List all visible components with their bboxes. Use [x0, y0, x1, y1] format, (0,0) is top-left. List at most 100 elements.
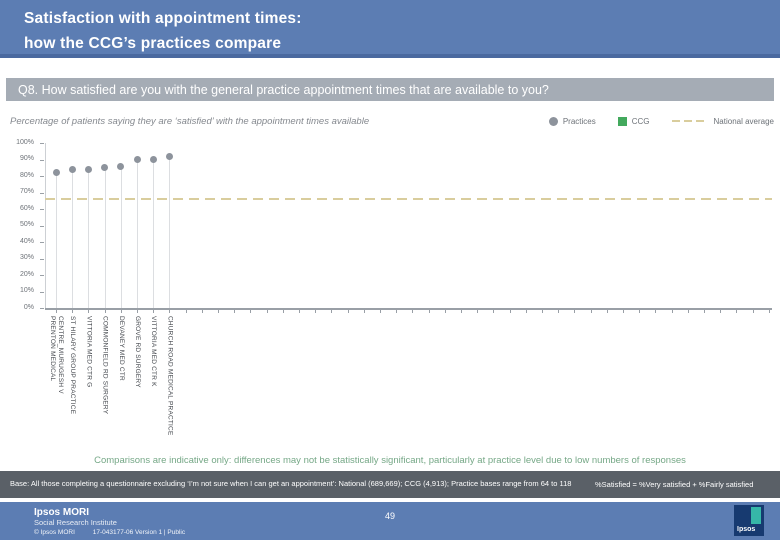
y-axis-tick-label: 20%: [19, 270, 34, 278]
y-axis-tick-label: 30%: [19, 254, 34, 261]
x-axis-tick-mark: [720, 310, 722, 313]
x-axis-tick-mark: [347, 310, 349, 313]
x-axis-tick-mark: [493, 310, 495, 313]
x-axis-tick-mark: [380, 310, 381, 313]
x-axis-label: ST HILARY GROUP PRACTICE: [69, 316, 77, 415]
x-axis-label: COMMONFIELD RD SURGERY: [101, 316, 109, 415]
x-axis-tick-mark: [574, 310, 576, 313]
x-axis-label: GROVE RD SURGERY: [134, 316, 141, 388]
practice-data-point: [52, 169, 60, 177]
practice-comparison-chart: 100% 90% 80% 70% 60% 50% 40% 30% 20% 10% 0% PRENTON…: [0, 138, 780, 454]
x-axis-tick-mark: [315, 310, 317, 313]
ipsos-mori-wordmark: Ipsos MORI Social Research Institute: [34, 507, 117, 528]
x-axis-tick-mark: [137, 310, 138, 313]
legend-item-practices: Practices: [548, 116, 596, 126]
x-axis-tick-mark: [72, 310, 74, 313]
x-axis-label: VITTORIA MED CTR K: [150, 316, 158, 387]
x-axis-tick-mark: [234, 310, 236, 313]
x-axis-tick-mark: [299, 310, 300, 313]
x-axis-tick-mark: [282, 310, 284, 313]
data-point-stem: [153, 159, 155, 308]
slide-footer: Ipsos MORI Social Research Institute © I…: [0, 502, 780, 540]
y-axis-tick-mark: [40, 275, 44, 276]
copyright-text: © Ipsos MORI: [34, 529, 75, 536]
x-axis-tick-mark: [736, 310, 738, 313]
chart-subtitle-row: Percentage of patients saying they are ‘…: [10, 111, 774, 131]
practice-data-point: [165, 152, 173, 160]
y-axis-tick-label: 0%: [23, 303, 34, 311]
y-axis-tick-label: 50%: [19, 221, 34, 228]
x-axis-tick-mark: [639, 310, 641, 313]
base-description: Base: All those completing a questionnai…: [10, 479, 572, 489]
x-axis-tick-mark: [185, 310, 187, 313]
x-axis-tick-mark: [363, 310, 365, 313]
question-banner: Q8. How satisfied are you with the gener…: [6, 78, 774, 101]
x-axis-tick-mark: [752, 310, 754, 313]
y-axis-tick-mark: [40, 159, 44, 161]
y-axis-tick-label: 70%: [19, 188, 34, 195]
x-axis-tick-mark: [509, 310, 511, 313]
x-axis-tick-mark: [444, 310, 446, 313]
y-axis-tick-label: 10%: [19, 287, 34, 294]
data-point-stem: [72, 169, 74, 308]
slide-header: Satisfaction with appointment times: how…: [0, 0, 780, 58]
national-average-dash-icon: [671, 120, 708, 122]
practices-circle-icon: [548, 116, 558, 126]
x-axis-tick-mark: [201, 310, 203, 313]
satisfied-definition: %Satisfied = %Very satisfied + %Fairly s…: [595, 480, 754, 489]
practice-data-point: [149, 156, 157, 163]
question-text: Q8. How satisfied are you with the gener…: [18, 82, 549, 97]
x-axis-tick-mark: [120, 310, 122, 313]
x-axis-label: VITTORIA MED CTR G: [85, 316, 93, 388]
x-axis-tick-mark: [655, 310, 657, 313]
x-axis-tick-mark: [250, 310, 252, 313]
x-axis-tick-mark: [542, 310, 543, 313]
y-axis-tick-label: 100%: [16, 138, 34, 146]
ipsos-logo: Ipsos: [734, 505, 764, 536]
y-axis-tick-mark: [40, 176, 44, 177]
x-axis-tick-mark: [153, 310, 155, 313]
y-axis-line: [45, 143, 46, 308]
data-point-stem: [104, 167, 106, 308]
practice-data-point: [84, 165, 92, 173]
x-axis-tick-mark: [590, 310, 592, 313]
legend-item-national-average: National average: [671, 116, 774, 126]
x-axis-tick-mark: [606, 310, 608, 313]
page-number: 49: [384, 511, 395, 521]
y-axis-tick-mark: [40, 291, 44, 293]
data-point-stem: [56, 172, 57, 308]
y-axis-tick-label: 60%: [19, 204, 34, 212]
y-axis-tick-mark: [40, 143, 44, 144]
y-axis-tick-mark: [40, 242, 44, 243]
y-axis-tick-label: 90%: [19, 155, 34, 162]
data-point-stem: [120, 166, 122, 308]
x-axis-tick-mark: [169, 310, 171, 313]
data-point-stem: [88, 169, 90, 308]
slide-title-line2: how the CCG’s practices compare: [24, 35, 282, 53]
legend-label-ccg: CCG: [631, 116, 650, 126]
x-axis-tick-mark: [266, 310, 268, 313]
x-axis-tick-mark: [396, 310, 398, 313]
x-axis-tick-mark: [525, 310, 527, 313]
legend-label-national-average: National average: [713, 116, 774, 126]
x-axis-tick-mark: [704, 310, 705, 313]
slide-title-line1: Satisfaction with appointment times:: [24, 10, 302, 27]
slide-title: Satisfaction with appointment times: how…: [0, 0, 780, 56]
document-reference: 17-043177-06 Version 1 | Public: [92, 529, 186, 536]
legend-label-practices: Practices: [562, 116, 596, 126]
practice-data-point: [133, 156, 141, 163]
x-axis-tick-mark: [331, 310, 333, 313]
x-axis-line: [45, 308, 772, 310]
brand-name: Ipsos MORI: [34, 507, 90, 518]
ccg-square-icon: [617, 116, 627, 126]
data-point-stem: [169, 156, 171, 308]
x-axis-tick-mark: [428, 310, 430, 313]
x-axis-tick-mark: [687, 310, 689, 313]
brand-subtitle: Social Research Institute: [34, 518, 117, 527]
x-axis-label: PRENTON MEDICAL CENTRE_MURUGESH V: [49, 316, 64, 394]
data-point-stem: [137, 159, 138, 308]
x-axis-tick-mark: [768, 310, 770, 313]
y-axis-tick-mark: [40, 225, 44, 227]
ipsos-logo-text: Ipsos: [737, 526, 756, 533]
